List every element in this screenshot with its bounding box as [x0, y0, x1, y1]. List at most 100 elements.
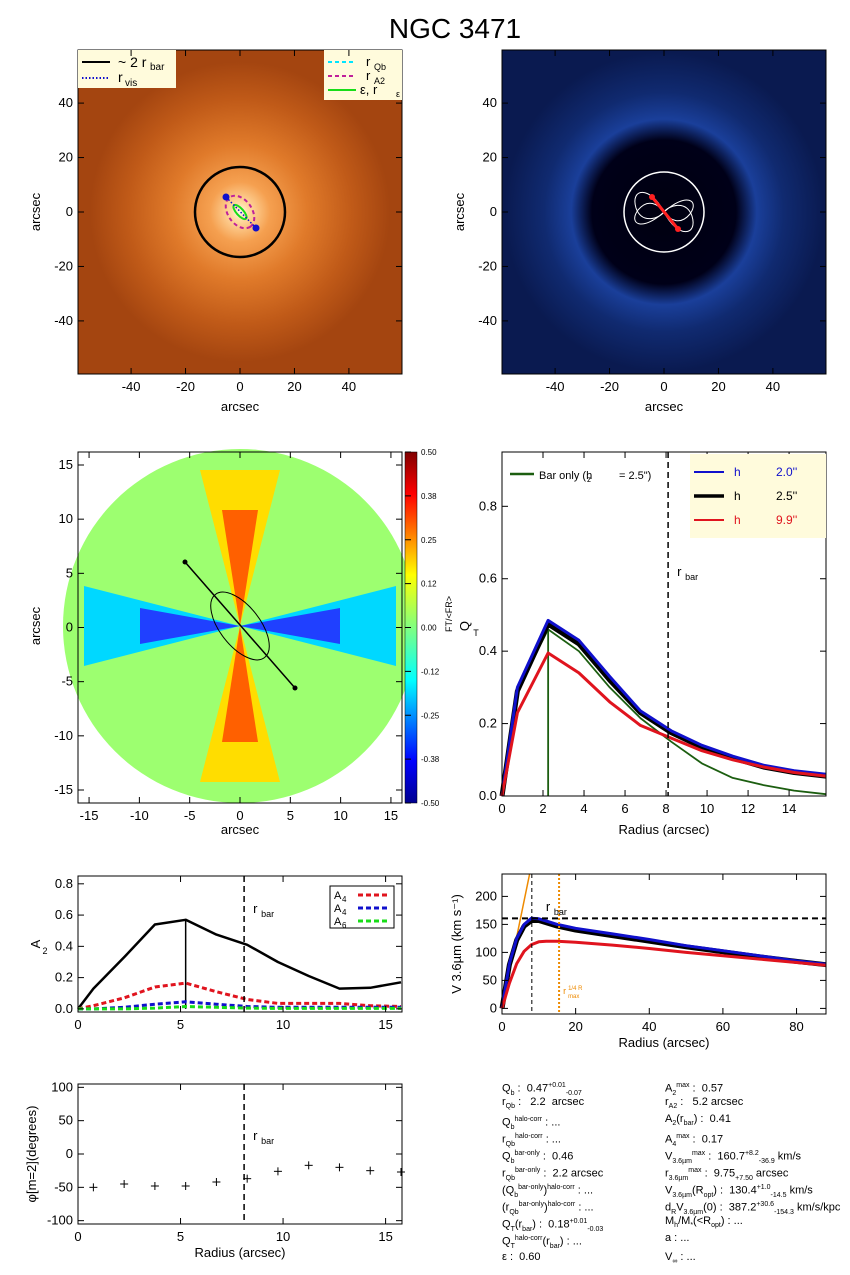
vc-curve-black — [499, 918, 827, 1009]
phase-point — [89, 1183, 98, 1192]
phase-point — [366, 1166, 375, 1175]
vc-y-tick-label: 50 — [483, 972, 497, 987]
ratio-y-tick-label: 5 — [66, 565, 73, 580]
vc-x-tick-label: 60 — [716, 1019, 730, 1034]
qt-y-tick-label: 0.8 — [479, 498, 497, 513]
force-y-tick-label: -20 — [478, 258, 497, 273]
phase-point — [120, 1180, 129, 1188]
image-x-tick-label: -20 — [176, 379, 195, 394]
legend-hz-2.0-label: h 2.0'' — [734, 465, 797, 479]
param-vmax: V3.6µmmax : 160.7+8.2-36.9 km/s — [665, 1150, 802, 1165]
phase-point — [396, 1168, 405, 1176]
legend-a6-sub: 6 — [342, 921, 347, 930]
vis-axis — [225, 196, 257, 229]
qt-xlabel: Radius (arcsec) — [618, 822, 709, 837]
a2-y-tick-label: 0.8 — [55, 876, 73, 891]
legend-hz-value: 9.9'' — [776, 513, 797, 527]
vc-y-tick-label: 0 — [490, 1000, 497, 1015]
qt-ylabel-sub: T — [473, 628, 479, 638]
phase-x-tick-label: 0 — [74, 1229, 81, 1244]
vc-rmax-label: r — [563, 986, 566, 996]
force-xlabel: arcsec — [645, 399, 684, 414]
legend-hz-symbol: h — [734, 465, 741, 479]
vc-x-tick-label: 0 — [498, 1019, 505, 1034]
param-qb-bar-only: Qbbar-only : 0.46 — [502, 1150, 574, 1165]
param-qt-halo-rbar: QThalo-corr(rbar) : ... — [502, 1235, 582, 1250]
qt-x-tick-label: 10 — [700, 801, 714, 816]
qt-curve-hz-9.9 — [500, 651, 827, 797]
ra2-ellipse — [224, 194, 256, 230]
param-a2max: A2max : 0.57 — [665, 1082, 724, 1097]
legend-2rbar-label: ~ 2 r — [118, 54, 147, 70]
param-epsilon: ε : 0.60 — [502, 1251, 541, 1263]
legend-a4b-label: A — [334, 903, 342, 915]
qt-x-tick-label: 6 — [621, 801, 628, 816]
force-y-tick-label: 20 — [483, 150, 497, 165]
qt-y-tick-label: 0.2 — [479, 716, 497, 731]
param-qb-bar-only-halo: (Qbbar-only)halo-corr : ... — [502, 1184, 594, 1199]
param-rqb-halo: rQbhalo-corr : ... — [502, 1133, 561, 1148]
colorbar-tick-label: -0.25 — [421, 711, 440, 720]
legend-a4b-sub: 4 — [342, 908, 347, 917]
ratio-lobe-positive — [222, 510, 258, 626]
image-y-tick-label: -20 — [54, 258, 73, 273]
a2-x-tick-label: 5 — [177, 1017, 184, 1032]
a2-ylabel: A — [28, 939, 43, 948]
vc-curve-blue — [500, 916, 827, 1009]
force-map-ring — [623, 171, 705, 253]
qt-x-tick-label: 2 — [539, 801, 546, 816]
image-ylabel: arcsec — [28, 192, 43, 231]
phase-point — [335, 1163, 344, 1172]
phase-point — [150, 1182, 159, 1190]
figure-title: NGC 3471 — [389, 13, 521, 44]
a2-rbar-label: r — [253, 901, 258, 916]
colorbar-tick-label: 0.25 — [421, 536, 437, 545]
image-xlabel: arcsec — [221, 399, 260, 414]
a2-legend: A 4 A 4 A 6 — [329, 885, 395, 930]
ratio-y-tick-label: -10 — [54, 728, 73, 743]
qt-x-tick-label: 14 — [782, 801, 796, 816]
ratio-map-panel: FT/<FR> arcsec arcsec — [28, 449, 454, 837]
colorbar-tick-label: 0.12 — [421, 580, 437, 589]
colorbar-tick-label: -0.38 — [421, 755, 440, 764]
ratio-x-tick-label: -10 — [130, 808, 149, 823]
colorbar-tick-label: 0.50 — [421, 448, 437, 457]
ratio-x-tick-label: 5 — [287, 808, 294, 823]
force-ylabel: arcsec — [452, 192, 467, 231]
ratio-y-tick-label: 0 — [66, 620, 73, 635]
a2-y-tick-label: 0.0 — [55, 1001, 73, 1016]
ratio-x-tick-label: -15 — [80, 808, 99, 823]
a2-ylabel-sub: 2 — [42, 946, 47, 956]
phase-y-tick-label: -100 — [47, 1213, 73, 1228]
image-y-tick-label: 0 — [66, 204, 73, 219]
legend-eps-label: ε, r — [360, 82, 378, 97]
force-x-tick-label: 0 — [660, 379, 667, 394]
force-x-tick-label: 20 — [711, 379, 725, 394]
legend-ra2-sub: A2 — [374, 76, 385, 86]
vc-rbar-sub: bar — [554, 907, 567, 917]
legend-rqb-label: r — [366, 54, 371, 69]
param-mh-mstar: Mh/M*(<Ropt) : ... — [665, 1215, 743, 1230]
colorbar-tick-label: 0.00 — [421, 624, 437, 633]
legend-bar-only-sub: z — [587, 475, 591, 484]
legend-hz-value: 2.5'' — [776, 489, 797, 503]
image-x-tick-label: -40 — [122, 379, 141, 394]
vc-rmax-sup: 1/4 R — [568, 986, 583, 992]
phase-point — [304, 1161, 313, 1170]
qt-curve-hz-2.0 — [500, 618, 827, 797]
param-vinf: V∞ : ... — [665, 1251, 696, 1266]
a6-curve — [78, 1005, 401, 1011]
phase-x-tick-label: 5 — [177, 1229, 184, 1244]
ratio-ylabel: arcsec — [28, 606, 43, 645]
colorbar-label: FT/<FR> — [444, 596, 454, 632]
vc-rbar-label: r — [546, 899, 551, 914]
ratio-x-tick-label: -5 — [184, 808, 196, 823]
phase-point — [181, 1182, 190, 1190]
force-bar-axis — [650, 196, 680, 230]
a2-x-tick-label: 15 — [378, 1017, 392, 1032]
legend-rvis-sub: vis — [125, 78, 137, 89]
a2-y-tick-label: 0.4 — [55, 938, 73, 953]
qt-legend: Bar only (h = 2.5") h 2.0'' h 2.5'' h 9.9'' — [510, 454, 826, 538]
a2-rbar-sub: bar — [261, 909, 274, 919]
